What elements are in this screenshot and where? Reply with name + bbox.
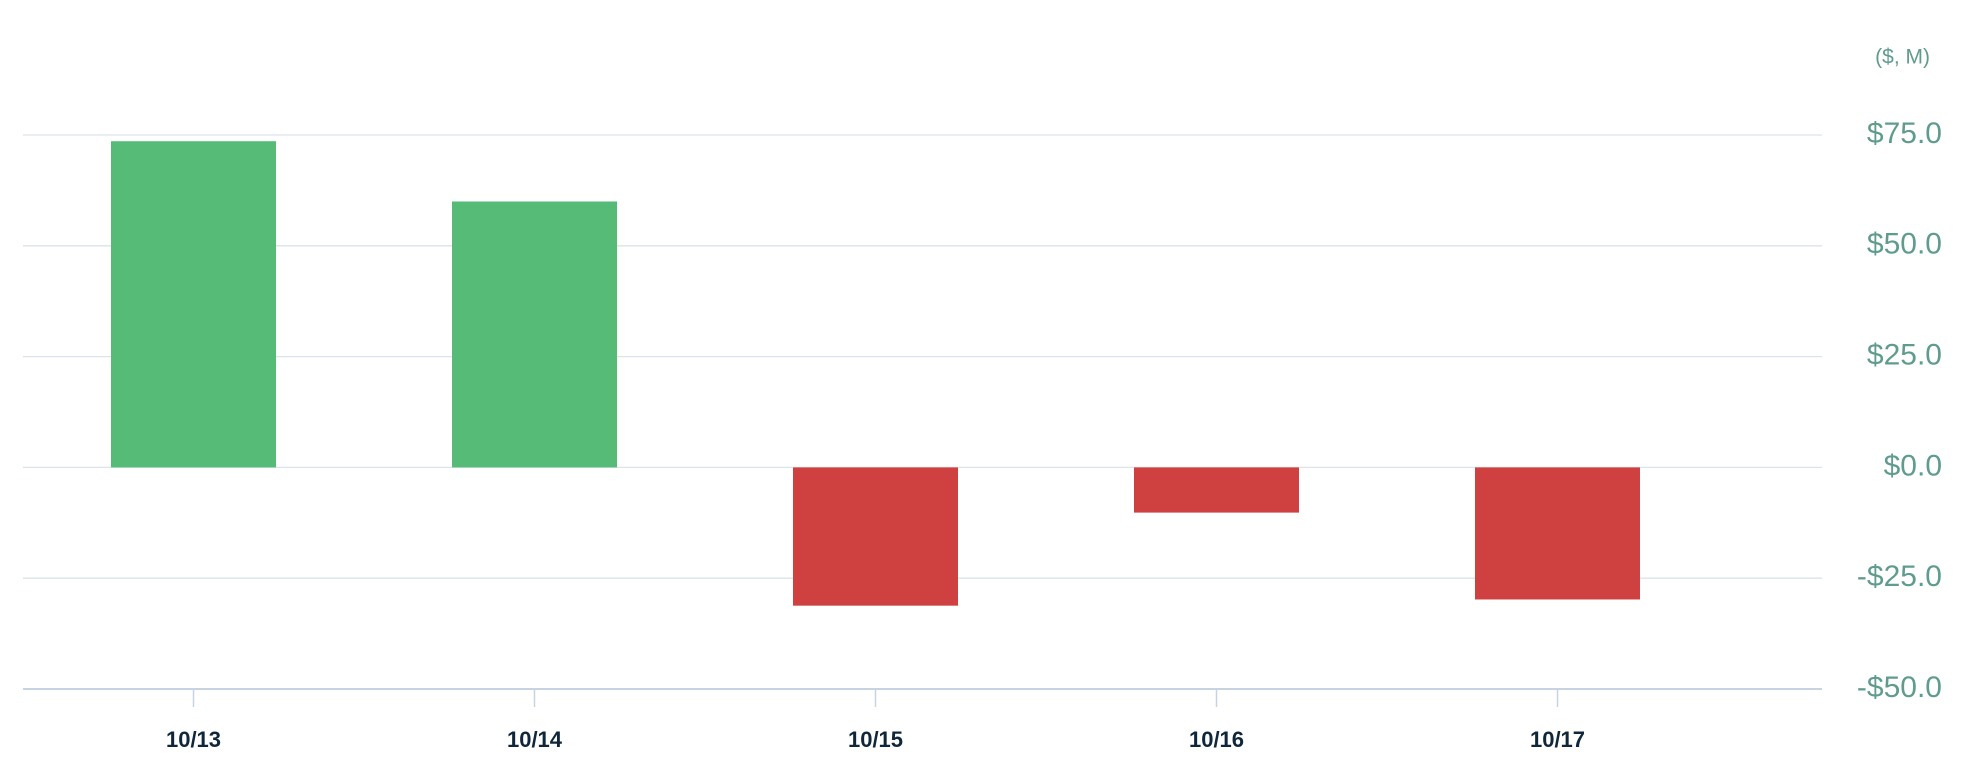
bar: [1475, 467, 1640, 600]
bar: [452, 201, 617, 468]
y-tick-label: $0.0: [1884, 449, 1942, 482]
unit-label: ($, M): [1875, 46, 1930, 69]
y-tick-label: $25.0: [1867, 339, 1942, 372]
x-tick-label: 10/14: [507, 727, 563, 752]
bar: [111, 141, 276, 468]
y-tick-label: -$50.0: [1857, 671, 1942, 704]
x-tick-label: 10/15: [848, 727, 903, 752]
bar: [1134, 467, 1299, 513]
x-tick-label: 10/17: [1530, 727, 1585, 752]
x-tick-label: 10/13: [166, 727, 221, 752]
y-tick-label: -$25.0: [1857, 560, 1942, 593]
x-tick-label: 10/16: [1189, 727, 1244, 752]
y-tick-label: $50.0: [1867, 228, 1942, 261]
bar: [793, 467, 958, 606]
y-tick-label: $75.0: [1867, 117, 1942, 150]
